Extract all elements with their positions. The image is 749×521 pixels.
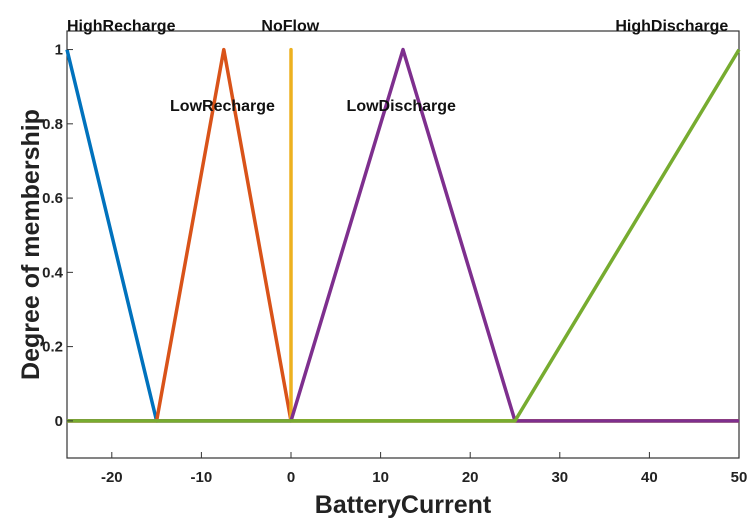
plot-area: HighRecharge LowRecharge NoFlow LowDischarg… [65, 18, 741, 459]
x-tick-label: 0 [287, 469, 295, 486]
series-layer [65, 47, 741, 423]
x-axis-label: BatteryCurrent [315, 491, 492, 519]
x-tick-label: -20 [101, 469, 123, 486]
y-tick-label: 0.4 [42, 264, 64, 281]
x-tick-label: 40 [641, 469, 658, 486]
series-line-highdischarge [67, 48, 741, 423]
x-tick-label: 30 [551, 469, 568, 486]
y-axis: 0 0.2 0.4 0.6 0.8 1 [42, 42, 73, 430]
x-tick-label: -10 [191, 469, 213, 486]
y-tick-label: 1 [55, 42, 63, 59]
series-label-highrecharge: HighRecharge [67, 18, 176, 35]
series-label-lowrecharge: LowRecharge [170, 98, 275, 115]
y-tick-label: 0.8 [42, 116, 63, 133]
x-axis: -20 -10 0 10 20 30 40 50 [101, 452, 747, 486]
x-tick-label: 50 [731, 469, 748, 486]
y-axis-label: Degree of membership [17, 109, 45, 380]
annotation-layer: HighRecharge LowRecharge NoFlow LowDischarg… [67, 18, 728, 115]
series-label-noflow: NoFlow [261, 18, 319, 35]
x-tick-label: 10 [372, 469, 389, 486]
y-tick-label: 0.6 [42, 190, 63, 207]
series-label-lowdischarge: LowDischarge [347, 98, 456, 115]
plot-frame [66, 30, 740, 459]
series-label-highdischarge: HighDischarge [615, 18, 728, 35]
x-tick-label: 20 [462, 469, 479, 486]
y-tick-label: 0.2 [42, 339, 63, 356]
y-tick-label: 0 [55, 413, 63, 430]
